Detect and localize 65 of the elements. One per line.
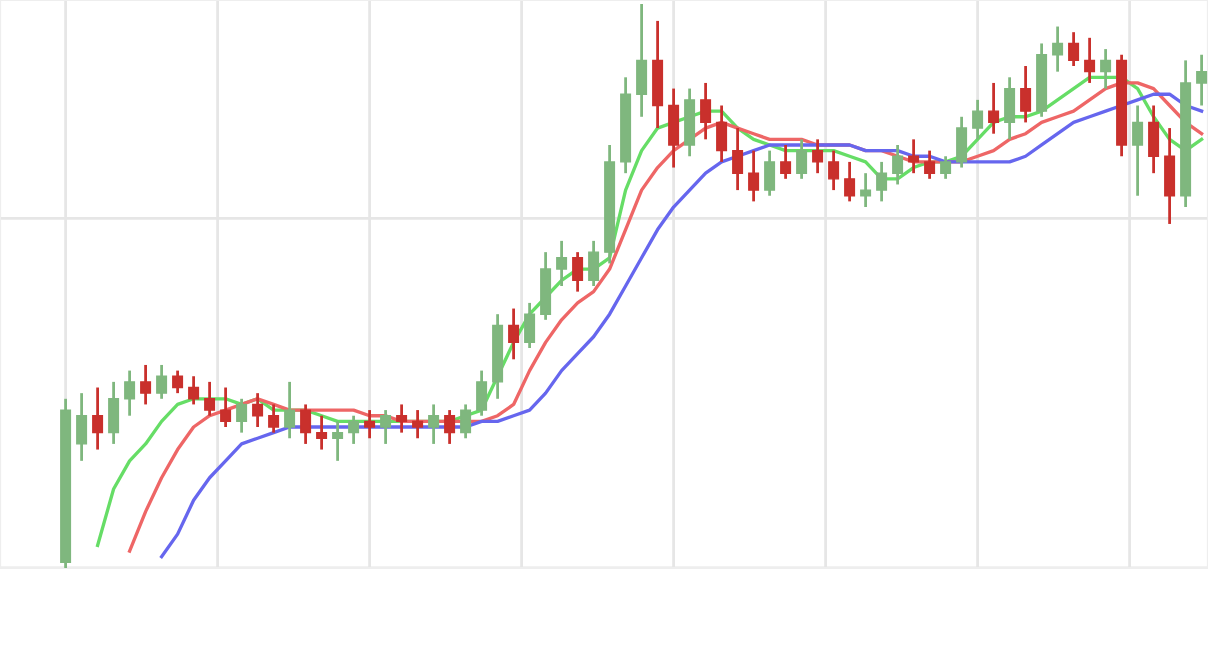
candlestick [908,137,920,175]
candlestick [1100,47,1112,90]
candlestick [588,239,600,288]
candlestick [268,403,280,435]
candlestick [252,391,264,429]
candlestick [284,380,296,440]
candlestick [924,149,936,181]
candlestick [204,380,216,418]
candlestick [508,307,520,361]
candlestick [764,149,776,198]
candlestick [412,408,424,440]
candlestick [380,408,392,446]
candlestick [780,143,792,181]
candlestick [124,369,136,418]
candlestick [572,250,584,294]
candlestick [844,160,856,203]
candlestick [428,403,440,446]
candlestick [716,104,728,164]
candlestick [556,239,568,288]
candlestick [140,363,152,406]
candlestick [668,87,680,169]
candlestick [940,154,952,181]
candlestick [892,143,904,186]
candlestick [876,160,888,203]
candlestick [1004,75,1016,141]
candlestick [364,408,376,440]
candlestick [828,149,840,192]
candlestick [1196,53,1208,107]
candlestick [300,403,312,446]
candlestick [316,414,328,451]
candlestick [636,2,648,119]
candlestick [972,98,984,141]
candlestick [1020,64,1032,124]
candlestick [988,81,1000,136]
candlestick [92,386,104,451]
candlestick [108,380,120,446]
candlestick [188,374,200,406]
candlestick [1052,25,1064,74]
candlestick [1164,126,1176,226]
candlestick [732,126,744,192]
candlestick [860,171,872,209]
candlestick [1084,36,1096,85]
candlestick [1148,104,1160,175]
candlestick [236,397,248,435]
candlestick [1068,30,1080,68]
candlestick [460,403,472,440]
candlestick [796,137,808,181]
candlestick [524,301,536,350]
candlestick [700,81,712,141]
candlestick [348,414,360,446]
candlestick [332,419,344,463]
candlestick [812,137,824,175]
candlestick [172,369,184,395]
candlestick [540,250,552,322]
candlestick [956,115,968,169]
candlestick [156,363,168,401]
candlestick [684,87,696,158]
candlestick [396,403,408,435]
candlestick [748,149,760,203]
candlestick [76,391,88,463]
candlestick [476,369,488,418]
candlestick [1132,104,1144,198]
candlestick [652,19,664,130]
candlestick [220,386,232,429]
candlestick [444,408,456,446]
